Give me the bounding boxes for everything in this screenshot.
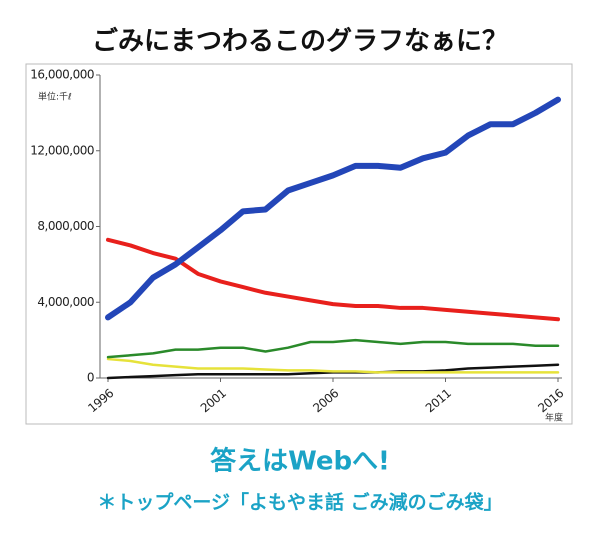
y-tick-label: 8,000,000 [37,219,94,233]
x-tick-label: 2011 [423,386,454,415]
chart-frame [25,63,573,425]
y-tick-label: 16,000,000 [30,68,94,82]
y-unit: 単位:千ℓ [38,91,72,103]
x-axis-label: 年度 [545,412,563,424]
y-tick-label: 0 [87,371,94,385]
y-tick-label: 12,000,000 [30,143,94,157]
x-tick-label: 2016 [535,386,566,415]
x-tick-label: 2006 [310,386,341,415]
chart-title: ごみにまつわるこのグラフなぁに？ [92,26,508,57]
y-tick-label: 4,000,000 [37,295,94,309]
x-tick-label: 1996 [85,386,116,415]
cta: 答えはWebへ! [210,446,390,477]
series-line [106,357,560,374]
series-line [105,96,561,321]
series-line [106,237,560,322]
series-line [106,338,560,359]
x-tick-label: 2001 [198,386,229,415]
note: ＊トップページ「よもやま話 ごみ減のごみ袋」 [97,491,502,514]
